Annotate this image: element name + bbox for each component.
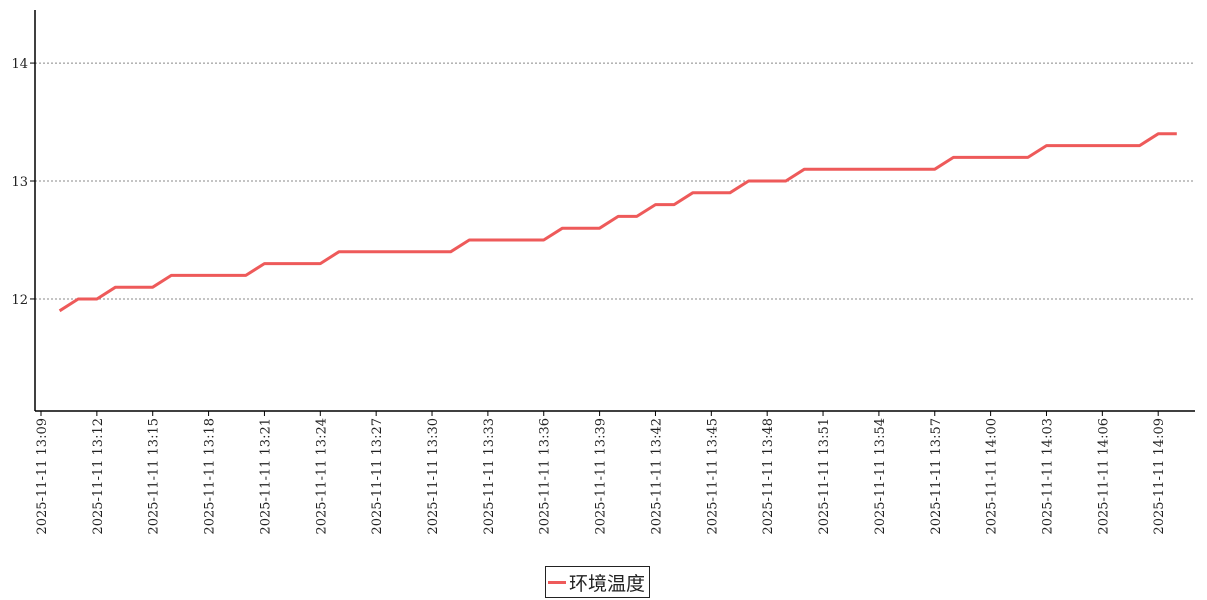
x-tick-label: 2025-11-11 13:51 [817,418,832,535]
x-tick-label: 2025-11-11 13:45 [705,418,720,535]
x-tick-label: 2025-11-11 13:30 [426,418,441,535]
legend-line-swatch [548,580,566,584]
x-tick-label: 2025-11-11 13:48 [761,418,776,535]
y-tick-label: 14 [11,57,28,72]
x-tick-label: 2025-11-11 14:00 [985,418,1000,535]
x-tick-label: 2025-11-11 14:03 [1040,418,1055,535]
x-tick-label: 2025-11-11 13:12 [91,418,106,535]
x-tick-label: 2025-11-11 14:09 [1152,418,1167,535]
x-tick-label: 2025-11-11 13:57 [929,418,944,535]
x-tick-label: 2025-11-11 13:18 [203,418,218,535]
x-tick-label: 2025-11-11 13:36 [538,418,553,535]
x-tick-label: 2025-11-11 14:06 [1096,418,1111,535]
legend[interactable]: 环境温度 [545,566,651,598]
legend-label: 环境温度 [569,572,646,595]
x-tick-label: 2025-11-11 13:09 [35,418,50,535]
x-tick-label: 2025-11-11 13:42 [649,418,664,535]
x-tick-label: 2025-11-11 13:54 [873,418,888,535]
x-tick-label: 2025-11-11 13:21 [258,418,273,535]
x-tick-label: 2025-11-11 13:39 [594,418,609,535]
x-tick-label: 2025-11-11 13:33 [482,418,497,535]
x-tick-label: 2025-11-11 13:15 [147,418,162,535]
y-tick-label: 13 [11,175,28,190]
x-tick-label: 2025-11-11 13:24 [314,418,329,535]
x-tick-label: 2025-11-11 13:27 [370,418,385,535]
series-line [58,132,1177,313]
y-tick-label: 12 [11,293,28,308]
